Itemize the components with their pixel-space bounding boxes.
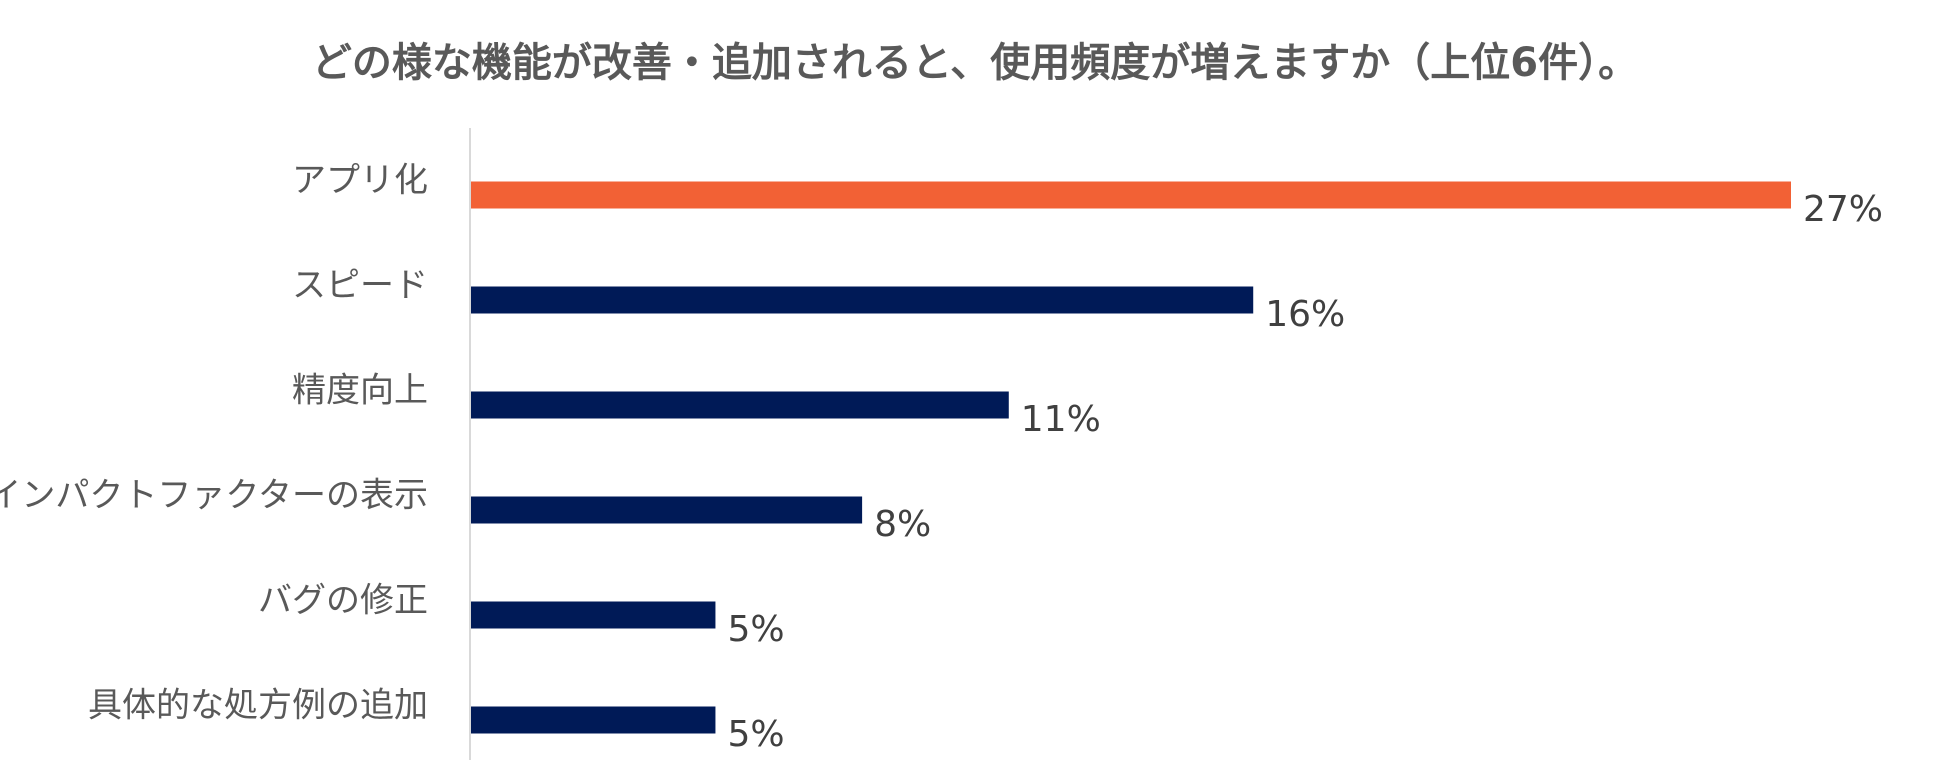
bar [471, 181, 1791, 209]
category-label: スピード [292, 266, 428, 306]
bar [471, 496, 863, 524]
data-label: 5% [727, 609, 784, 650]
data-label: 8% [874, 504, 931, 545]
data-label: 16% [1265, 294, 1345, 335]
chart-title: どの様な機能が改善・追加されると、使用頻度が増えますか（上位6件）。 [311, 40, 1639, 86]
bar [471, 286, 1254, 314]
data-label: 5% [727, 714, 784, 755]
category-label: インパクトファクターの表示 [0, 476, 428, 516]
category-label: 具体的な処方例の追加 [88, 686, 428, 726]
category-label: アプリ化 [292, 161, 428, 201]
bar [471, 391, 1009, 419]
data-label: 27% [1803, 189, 1883, 230]
bar [471, 601, 716, 629]
plot-area: アプリ化 27% スピード 16% 精度向上 11% インパクトファクターの表示 8% バグの修… [0, 128, 1883, 760]
category-label: バグの修正 [258, 581, 428, 621]
category-label: 精度向上 [292, 371, 428, 411]
data-label: 11% [1021, 399, 1101, 440]
bar [471, 706, 716, 734]
